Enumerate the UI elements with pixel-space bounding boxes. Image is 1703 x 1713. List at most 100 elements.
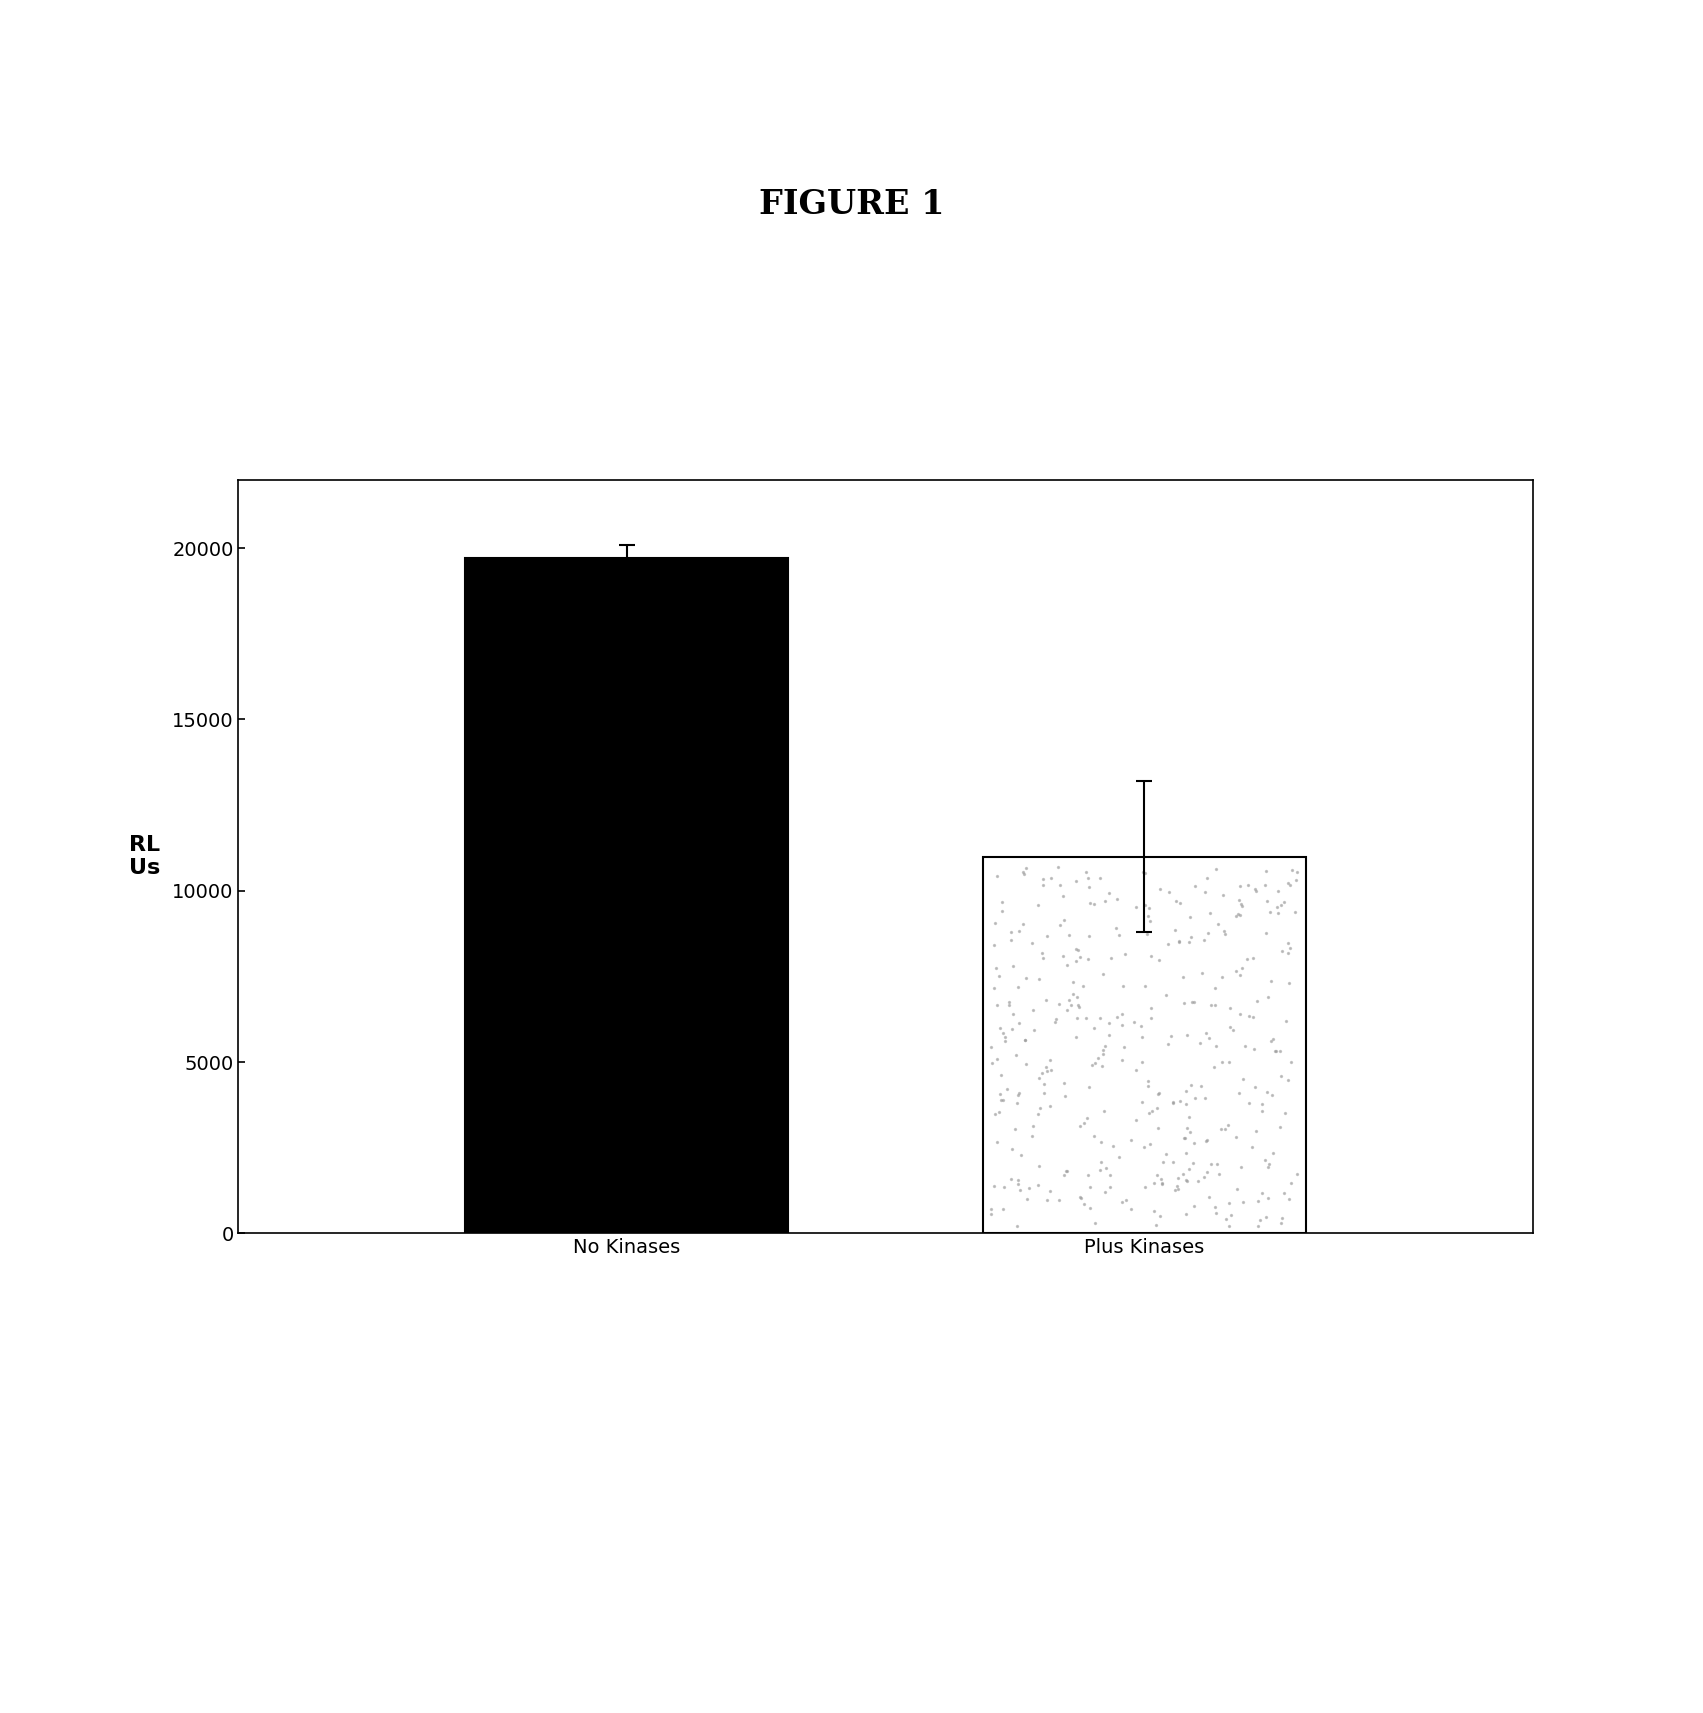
Point	[1224, 901, 1252, 928]
Point	[1034, 922, 1061, 949]
Point	[1013, 1185, 1041, 1213]
Point	[1127, 1048, 1155, 1076]
Point	[1216, 1211, 1243, 1238]
Point	[1010, 860, 1037, 887]
Point	[1172, 1125, 1199, 1153]
Point	[1018, 930, 1046, 958]
Point	[1245, 1187, 1272, 1215]
Point	[1202, 990, 1230, 1018]
Point	[1196, 1184, 1223, 1211]
Point	[1144, 1081, 1172, 1108]
Point	[979, 975, 1006, 1002]
Point	[1228, 954, 1255, 982]
Point	[1175, 1155, 1202, 1182]
Point	[1076, 922, 1104, 949]
Point	[1253, 1153, 1281, 1180]
Point	[1197, 992, 1224, 1019]
Point	[1194, 1127, 1221, 1155]
Point	[1052, 951, 1080, 978]
Point	[978, 1196, 1005, 1223]
Point	[1105, 922, 1132, 949]
Point	[981, 1173, 1008, 1201]
Point	[1252, 920, 1279, 947]
Point	[1003, 1089, 1030, 1117]
Point	[1247, 1206, 1274, 1233]
Point	[1201, 973, 1228, 1000]
Point	[1136, 894, 1163, 922]
Point	[981, 932, 1008, 959]
Point	[993, 1074, 1020, 1101]
Point	[1257, 968, 1284, 995]
Point	[1081, 891, 1109, 918]
Point	[1066, 1113, 1093, 1141]
Point	[1105, 1143, 1132, 1170]
Point	[1190, 1163, 1218, 1191]
Point	[1279, 856, 1306, 884]
Point	[1066, 942, 1093, 970]
Point	[1167, 1088, 1194, 1115]
Point	[1131, 973, 1158, 1000]
Point	[1158, 1023, 1185, 1050]
Point	[1097, 1161, 1124, 1189]
Point	[1000, 1000, 1027, 1028]
Point	[1177, 1072, 1204, 1100]
Point	[1148, 1170, 1175, 1197]
Point	[1051, 1161, 1078, 1189]
Point	[1240, 1035, 1267, 1062]
Point	[1146, 1079, 1173, 1107]
Point	[1223, 1175, 1250, 1203]
Point	[1148, 1170, 1175, 1197]
Point	[1238, 1132, 1265, 1160]
Point	[1267, 1062, 1294, 1089]
Point	[1272, 1007, 1299, 1035]
Point	[1240, 1004, 1267, 1031]
Point	[1090, 1098, 1117, 1125]
Point	[1233, 946, 1260, 973]
Point	[1064, 992, 1092, 1019]
Point	[1143, 1211, 1170, 1238]
Point	[1006, 918, 1034, 946]
Point	[1194, 920, 1221, 947]
Point	[1230, 1189, 1257, 1216]
Point	[1248, 1179, 1276, 1206]
Point	[1029, 865, 1056, 892]
Point	[1223, 1124, 1250, 1151]
Point	[1005, 973, 1032, 1000]
Point	[1029, 1059, 1056, 1086]
Point	[1069, 1191, 1097, 1218]
Point	[1000, 952, 1027, 980]
Point	[1184, 1168, 1211, 1196]
Point	[1224, 1079, 1252, 1107]
Point	[1168, 964, 1196, 992]
Point	[1248, 1096, 1276, 1124]
Point	[988, 898, 1015, 925]
Point	[1049, 906, 1076, 934]
Point	[1172, 1167, 1199, 1194]
Point	[1076, 874, 1104, 901]
Point	[1136, 1131, 1163, 1158]
Point	[1069, 973, 1097, 1000]
Point	[1262, 1038, 1289, 1065]
Point	[1109, 1011, 1136, 1038]
Point	[1109, 1000, 1136, 1028]
Point	[1001, 1115, 1029, 1143]
Point	[1132, 1173, 1160, 1201]
Point	[1282, 858, 1310, 886]
Point	[1112, 940, 1139, 968]
Point	[1146, 1203, 1173, 1230]
Point	[1056, 922, 1083, 949]
Point	[978, 1048, 1005, 1076]
Point	[1076, 889, 1104, 916]
Point	[991, 1028, 1018, 1055]
Point	[1228, 891, 1255, 918]
Point	[1087, 865, 1114, 892]
Point	[1241, 1074, 1269, 1101]
Point	[1075, 863, 1102, 891]
Point	[1243, 1117, 1270, 1144]
Point	[978, 1033, 1005, 1060]
Point	[1150, 1148, 1177, 1175]
Point	[1110, 971, 1138, 999]
Point	[1202, 855, 1230, 882]
Point	[1127, 1012, 1155, 1040]
Point	[1090, 1036, 1117, 1064]
